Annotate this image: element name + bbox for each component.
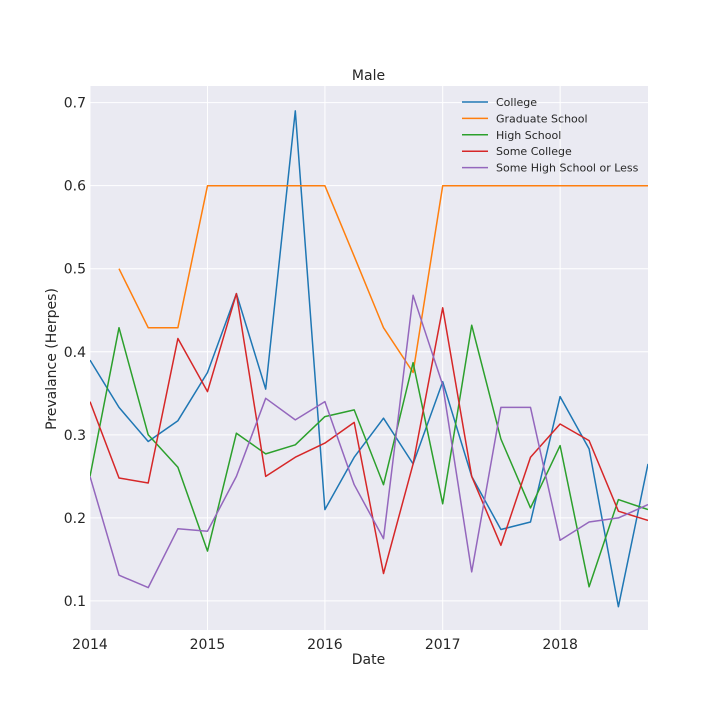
y-tick-label: 0.3 (64, 428, 86, 444)
y-axis-label: Prevalance (Herpes) (44, 288, 60, 430)
legend-label-3: Some College (496, 145, 572, 158)
legend-label-0: College (496, 96, 537, 109)
x-axis-ticks: 2014 2015 2016 2017 2018 (72, 637, 578, 653)
legend-label-1: Graduate School (496, 112, 588, 125)
x-tick-label: 2017 (425, 637, 461, 653)
grid-lines (89, 86, 648, 630)
legend-label-4: Some High School or Less (496, 162, 639, 175)
x-tick-label: 2018 (542, 637, 578, 653)
series-line-1 (118, 184, 648, 374)
y-tick-label: 0.5 (64, 262, 86, 278)
x-tick-label: 2016 (307, 637, 343, 653)
y-tick-label: 0.4 (64, 345, 86, 361)
series-line-4 (90, 294, 648, 589)
plot-background (90, 86, 648, 630)
legend: College Graduate School High School Some Co… (462, 96, 639, 175)
legend-label-2: High School (496, 129, 561, 142)
series-line-3 (90, 292, 648, 575)
y-tick-label: 0.6 (64, 179, 86, 195)
x-axis-label: Date (352, 652, 385, 668)
y-tick-label: 0.7 (64, 96, 86, 112)
chart-title: Male (352, 68, 385, 84)
series-lines (90, 110, 648, 608)
x-tick-label: 2014 (72, 637, 108, 653)
y-axis-ticks: 0.1 0.2 0.3 0.4 0.5 0.6 0.7 (64, 96, 86, 610)
series-line-0 (90, 110, 648, 608)
y-tick-label: 0.2 (64, 511, 86, 527)
x-tick-label: 2015 (190, 637, 226, 653)
y-tick-label: 0.1 (64, 594, 86, 610)
series-line-2 (90, 324, 648, 588)
